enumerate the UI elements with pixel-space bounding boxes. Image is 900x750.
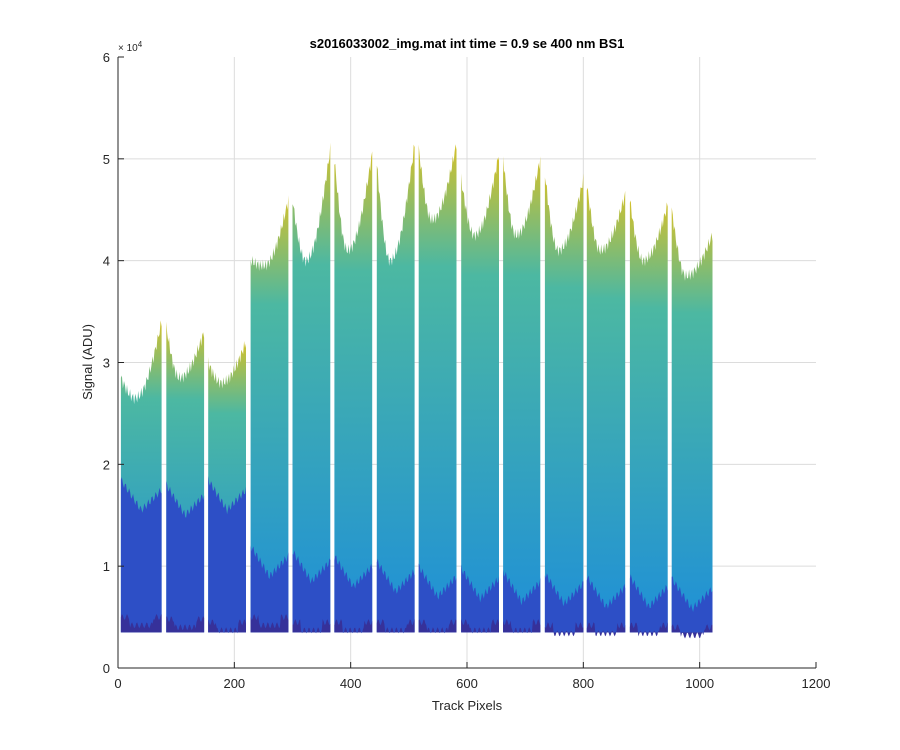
- band-10: [503, 156, 541, 634]
- band-mid-area: [544, 573, 584, 633]
- band-mid-area: [250, 545, 289, 633]
- axes: [117, 56, 817, 669]
- band-3: [208, 341, 246, 634]
- band-low-area: [250, 614, 289, 633]
- band-low-area: [629, 622, 668, 637]
- band-mid-area: [334, 555, 373, 633]
- x-tick-label: 1000: [685, 676, 714, 691]
- y-tick-label: 6: [103, 50, 110, 65]
- chart-title: s2016033002_img.mat int time = 0.9 se 40…: [310, 36, 625, 51]
- band-low-area: [208, 619, 246, 634]
- band-low-area: [376, 619, 415, 634]
- x-tick-label: 1200: [802, 676, 831, 691]
- band-4: [250, 195, 289, 633]
- band-mid-area: [166, 481, 205, 633]
- band-5: [292, 142, 331, 634]
- band-7: [376, 144, 415, 634]
- band-mid-area: [629, 574, 668, 633]
- band-top-area: [334, 151, 373, 633]
- x-tick-label: 400: [340, 676, 362, 691]
- band-low-area: [503, 619, 541, 634]
- y-exponent-base: × 10: [118, 43, 138, 54]
- band-1: [120, 320, 162, 633]
- y-tick-label: 5: [103, 152, 110, 167]
- x-tick-label: 800: [572, 676, 594, 691]
- band-low-area: [334, 619, 373, 634]
- band-low-area: [586, 622, 626, 637]
- y-tick-label: 3: [103, 356, 110, 371]
- x-tick-label: 0: [114, 676, 121, 691]
- band-top-area: [461, 156, 499, 633]
- y-tick-label: 4: [103, 254, 110, 269]
- x-tick-label: 600: [456, 676, 478, 691]
- band-top-area: [292, 142, 331, 633]
- band-13: [629, 200, 668, 637]
- band-9: [461, 156, 499, 634]
- x-tick-label: 200: [223, 676, 245, 691]
- band-mid-area: [671, 576, 713, 633]
- y-axis-label: Signal (ADU): [80, 324, 95, 400]
- band-11: [544, 173, 584, 637]
- band-low-area: [166, 616, 205, 633]
- band-top-area: [671, 207, 713, 633]
- data-bands: [120, 142, 713, 639]
- band-low-area: [544, 622, 584, 637]
- band-top-area: [376, 144, 415, 633]
- tick-labels: 0 200 400 600 800 1000 1200 0 1 2 3 4 5 6: [103, 50, 831, 691]
- band-mid-area: [418, 563, 457, 633]
- band-2: [166, 321, 205, 633]
- y-exponent: × 104: [118, 40, 143, 54]
- band-mid-area: [120, 477, 162, 633]
- band-low-area: [120, 614, 162, 633]
- y-tick-label: 0: [103, 661, 110, 676]
- band-12: [586, 187, 626, 637]
- band-mid-area: [376, 558, 415, 633]
- y-tick-label: 1: [103, 559, 110, 574]
- band-low-area: [292, 619, 331, 634]
- band-mid-area: [292, 550, 331, 633]
- y-exponent-power: 4: [138, 40, 143, 49]
- band-low-area: [461, 619, 499, 634]
- band-top-area: [418, 144, 457, 633]
- band-top-area: [629, 200, 668, 633]
- x-axis-label: Track Pixels: [432, 698, 503, 713]
- band-low-area: [671, 624, 713, 639]
- band-6: [334, 151, 373, 634]
- band-mid-area: [503, 569, 541, 633]
- band-8: [418, 144, 457, 634]
- band-mid-area: [586, 575, 626, 633]
- band-low-area: [418, 619, 457, 634]
- band-top-area: [503, 156, 541, 633]
- band-top-area: [544, 173, 584, 633]
- band-top-area: [586, 187, 626, 633]
- y-tick-label: 2: [103, 457, 110, 472]
- band-mid-area: [208, 475, 246, 633]
- band-14: [671, 207, 713, 639]
- band-mid-area: [461, 564, 499, 633]
- band-top-area: [250, 195, 289, 633]
